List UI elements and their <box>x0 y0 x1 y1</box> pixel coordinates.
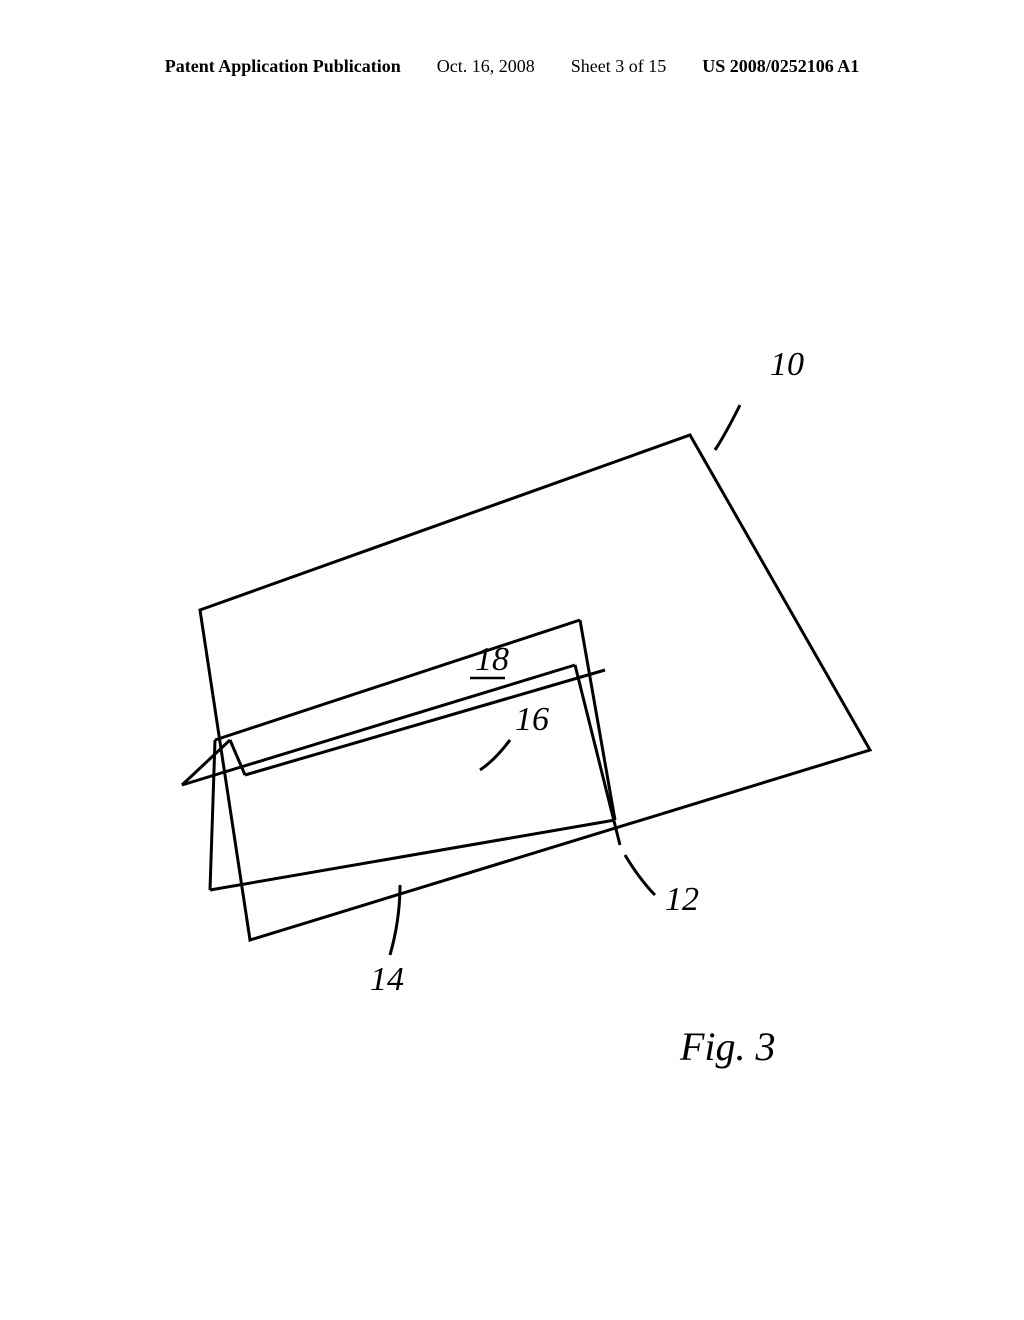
leader-10 <box>715 405 740 450</box>
outer-panel-18 <box>200 435 870 940</box>
figure-label: Fig. 3 <box>679 1024 776 1069</box>
ref-18: 18 <box>475 641 509 678</box>
header-row: Patent Application Publication Oct. 16, … <box>165 56 860 77</box>
page-header: Patent Application Publication Oct. 16, … <box>0 56 1024 77</box>
inner-bottom-edge <box>210 820 615 890</box>
publication-number: US 2008/0252106 A1 <box>702 56 859 77</box>
fold-flap-right <box>575 665 620 845</box>
sheet-number: Sheet 3 of 15 <box>571 56 666 77</box>
inner-left-edge <box>210 740 215 890</box>
ref-14: 14 <box>370 961 404 998</box>
leader-12 <box>625 855 655 895</box>
figure-svg: 10 18 16 12 14 Fig. 3 <box>120 320 900 1100</box>
figure-3: 10 18 16 12 14 Fig. 3 <box>120 320 900 1100</box>
ref-12: 12 <box>665 881 699 918</box>
ref-16: 16 <box>515 701 549 738</box>
ref-10: 10 <box>770 346 804 383</box>
inner-right-edge <box>580 620 615 820</box>
publication-date: Oct. 16, 2008 <box>437 56 535 77</box>
publication-label: Patent Application Publication <box>165 56 401 77</box>
fold-inner-long <box>245 670 605 775</box>
leader-16 <box>480 740 510 770</box>
